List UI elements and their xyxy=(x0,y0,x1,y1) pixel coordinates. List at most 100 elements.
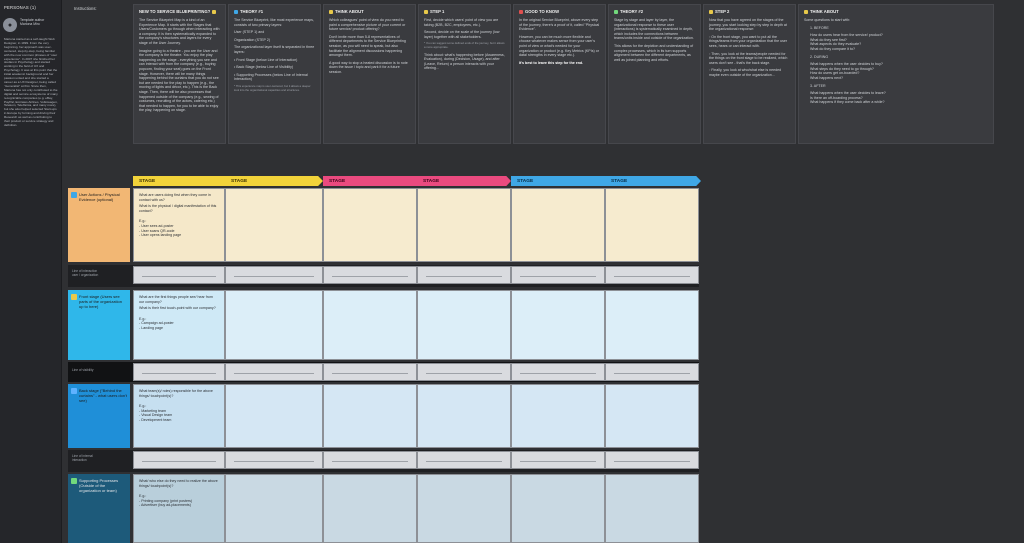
cell-support[interactable] xyxy=(511,474,605,543)
row-label-back-stage[interactable]: Back stage ("Behind the curtains" - what… xyxy=(68,384,130,448)
cell-user[interactable] xyxy=(511,188,605,262)
stage-1[interactable]: STAGE xyxy=(133,176,225,186)
cell-front[interactable] xyxy=(323,290,417,360)
card-text: • Supporting Processes (below Line of In… xyxy=(234,72,308,82)
card-text: Stage by stage and layer by layer, the o… xyxy=(614,18,694,41)
line-cell[interactable] xyxy=(225,266,323,284)
line-cell[interactable] xyxy=(417,266,511,284)
line-cell[interactable] xyxy=(323,451,417,469)
cell-front-example[interactable]: What are the first things people see/ he… xyxy=(133,290,225,360)
card-text: Organization (STEP 2) xyxy=(234,37,271,42)
author-bio: Mariona started as a self-taught Web Des… xyxy=(4,37,58,127)
cell-support[interactable] xyxy=(417,474,511,543)
line-cell[interactable] xyxy=(605,266,699,284)
line-cell[interactable] xyxy=(133,266,225,284)
cell-front[interactable] xyxy=(225,290,323,360)
personas-title[interactable]: PERSONAS (1) xyxy=(4,5,36,10)
cell-support-example[interactable]: What/ who else do they need to realize t… xyxy=(133,474,225,543)
card-text: The organizational layer itself is separ… xyxy=(234,45,315,54)
card-title: STEP 2 xyxy=(715,9,730,14)
row-label-user-actions[interactable]: User Actions / Physical Evidence (option… xyxy=(68,188,130,262)
lightbulb-icon xyxy=(804,9,808,14)
template-author: ● Template author Mariona Miro xyxy=(0,10,61,32)
card-step-2[interactable]: STEP 2 Now that you have agreed on the s… xyxy=(703,4,796,144)
card-think-about-1[interactable]: THINK ABOUT Which colleagues' point of v… xyxy=(323,4,416,144)
cell-user[interactable] xyxy=(605,188,699,262)
stage-3[interactable]: STAGE xyxy=(323,176,417,186)
line-cell[interactable] xyxy=(605,451,699,469)
cell-back[interactable] xyxy=(605,384,699,448)
card-text: ◦ Then, you look at the teams/people nee… xyxy=(709,51,788,65)
gear-icon xyxy=(71,478,77,484)
card-text: Imagine going to a theatre - you are the… xyxy=(139,48,219,113)
stage-5[interactable]: STAGE xyxy=(511,176,605,186)
card-footnote: * This experience map is user-centered, … xyxy=(234,83,311,92)
card-step-1[interactable]: STEP 1 First, decide which users' point … xyxy=(418,4,511,144)
line-cell[interactable] xyxy=(417,363,511,381)
cell-front[interactable] xyxy=(511,290,605,360)
row-label-text: Back stage ("Behind the curtains" - what… xyxy=(79,388,127,403)
card-text: However, you can be much more flexible a… xyxy=(519,34,599,58)
cell-support[interactable] xyxy=(605,474,699,543)
line-cell[interactable] xyxy=(133,363,225,381)
author-name[interactable]: Mariona Miro xyxy=(20,22,40,27)
cell-question: What are the first things people see/ he… xyxy=(139,295,213,304)
cell-support[interactable] xyxy=(225,474,323,543)
row-label-front-stage[interactable]: Front stage (Users see parts of the orga… xyxy=(68,290,130,360)
stage-2[interactable]: STAGE xyxy=(225,176,323,186)
cell-user[interactable] xyxy=(225,188,323,262)
cell-back[interactable] xyxy=(323,384,417,448)
cell-example: E.g.: - Marketing team - Visual Design t… xyxy=(139,404,173,422)
stage-4[interactable]: STAGE xyxy=(417,176,511,186)
card-think-about-2[interactable]: THINK ABOUT Some questions to start with… xyxy=(798,4,994,144)
cell-user-example[interactable]: What are users doing first when they com… xyxy=(133,188,225,262)
cell-back[interactable] xyxy=(511,384,605,448)
cell-support[interactable] xyxy=(323,474,417,543)
phase-questions: What happens when the user decides to le… xyxy=(810,91,886,105)
cell-back[interactable] xyxy=(225,384,323,448)
stage-6[interactable]: STAGE xyxy=(605,176,701,186)
cell-user[interactable] xyxy=(323,188,417,262)
card-theory-2[interactable]: THEORY #2 Stage by stage and layer by la… xyxy=(608,4,701,144)
theatre-icon xyxy=(71,294,77,300)
line-cell[interactable] xyxy=(133,451,225,469)
line-label: Line of internal interaction xyxy=(72,454,93,463)
cell-question: What is their first touch-point with our… xyxy=(139,306,216,311)
cell-question: What/ who else do they need to realize t… xyxy=(139,479,218,488)
card-text: ◦ Finally, you look at who/what else is … xyxy=(709,68,782,77)
line-cell[interactable] xyxy=(511,266,605,284)
phase-heading: 2. DURING xyxy=(810,54,829,59)
line-cell[interactable] xyxy=(323,363,417,381)
line-cell[interactable] xyxy=(511,363,605,381)
lightbulb-icon xyxy=(212,9,217,14)
card-title: GOOD TO KNOW xyxy=(525,9,560,14)
card-text: Don't invite more than 5-8 representativ… xyxy=(329,34,406,58)
row-label-text: User Actions / Physical Evidence (option… xyxy=(79,192,120,202)
card-new-to-blueprinting[interactable]: NEW TO SERVICE BLUEPRINTING? The Service… xyxy=(133,4,226,144)
instructions-label: Instructions: xyxy=(74,6,97,11)
card-title: THEORY #1 xyxy=(240,9,264,14)
line-cell[interactable] xyxy=(511,451,605,469)
line-cell[interactable] xyxy=(225,451,323,469)
row-label-supporting-processes[interactable]: Supporting Processes (Outside of the org… xyxy=(68,474,130,543)
cell-front[interactable] xyxy=(605,290,699,360)
cell-front[interactable] xyxy=(417,290,511,360)
line-cell[interactable] xyxy=(323,266,417,284)
phase-heading: 3. AFTER xyxy=(810,83,826,88)
phase-heading: 1. BEFORE xyxy=(810,25,829,30)
avatar[interactable]: ● xyxy=(3,18,17,32)
line-cell[interactable] xyxy=(605,363,699,381)
blueprint-board: Instructions: NEW TO SERVICE BLUEPRINTIN… xyxy=(68,0,1024,543)
personas-panel: PERSONAS (1) ● Template author Mariona M… xyxy=(0,0,62,543)
card-theory-1[interactable]: THEORY #1 The Service Blueprint, like mo… xyxy=(228,4,321,144)
cell-back-example[interactable]: What team(s)/ roles) responsible for the… xyxy=(133,384,225,448)
card-text: The Service Blueprint, like most experie… xyxy=(234,18,314,27)
line-label: Line of interaction user / organization xyxy=(72,269,99,278)
cell-back[interactable] xyxy=(417,384,511,448)
line-cell[interactable] xyxy=(417,451,511,469)
card-good-to-know[interactable]: GOOD TO KNOW In the original Service Blu… xyxy=(513,4,606,144)
card-text: The Service Blueprint Map is a kind of a… xyxy=(139,18,220,45)
cell-user[interactable] xyxy=(417,188,511,262)
line-cell[interactable] xyxy=(225,363,323,381)
